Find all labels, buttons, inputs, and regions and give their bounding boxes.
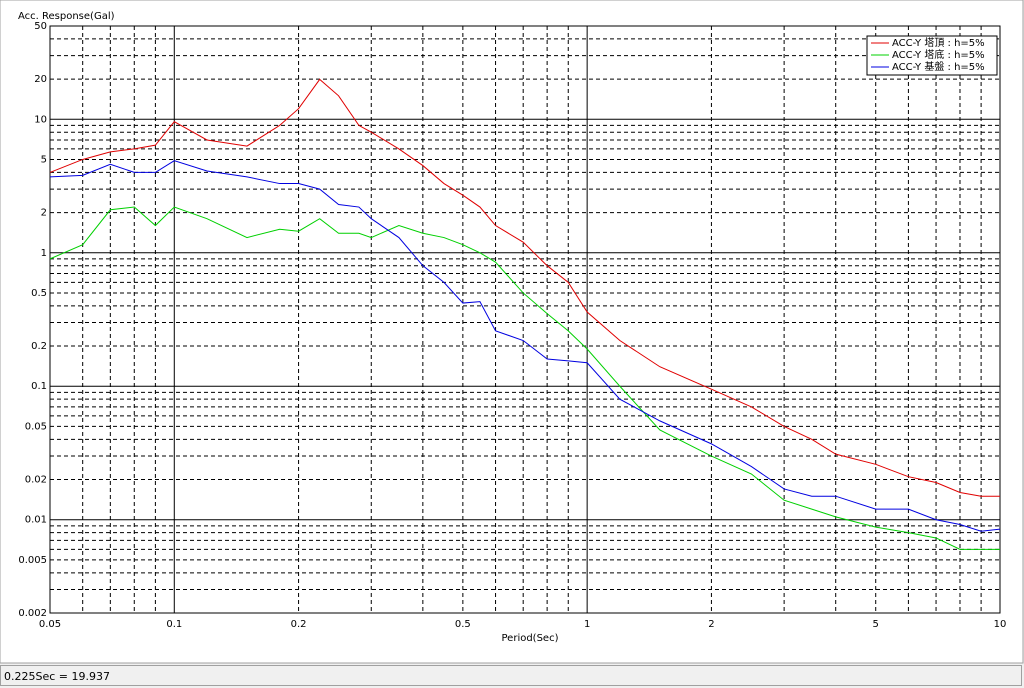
x-tick-label: 0.1 (166, 619, 182, 630)
y-tick-label: 0.002 (18, 608, 47, 619)
y-tick-label: 0.02 (25, 475, 47, 486)
y-tick-label: 0.2 (31, 341, 47, 352)
x-tick-label: 0.05 (39, 619, 61, 630)
y-tick-label: 10 (34, 114, 47, 125)
x-axis-label: Period(Sec) (502, 633, 559, 644)
x-tick-label: 0.2 (291, 619, 307, 630)
series-line (49, 206, 1000, 550)
legend-label: ACC-Y 基盤 : h=5% (892, 60, 985, 73)
y-tick-label: 0.01 (25, 515, 47, 526)
x-tick-label: 2 (708, 619, 714, 630)
chart: Acc. Response(Gal) Period(Sec) 0.05 0.1 0.… (0, 0, 1024, 664)
y-tick-label: 2 (41, 208, 47, 219)
y-tick-label: 0.05 (25, 421, 47, 432)
x-tick-label: 10 (994, 619, 1007, 630)
y-tick-label: 0.1 (31, 381, 47, 392)
chart-window (0, 0, 1024, 664)
x-tick-label: 0.5 (455, 619, 471, 630)
y-tick-label: 20 (34, 74, 47, 85)
y-tick-label: 0.5 (31, 288, 47, 299)
y-axis-label: Acc. Response(Gal) (18, 11, 115, 22)
series-line (49, 78, 1000, 497)
legend-label: ACC-Y 塔底 : h=5% (892, 48, 985, 61)
series-line (49, 160, 1001, 532)
y-tick-label: 1 (41, 248, 47, 259)
x-tick-label: 5 (873, 619, 879, 630)
plot-frame (49, 25, 1001, 614)
y-tick-label: 50 (34, 21, 47, 32)
status-bar: 0.225Sec = 19.937 (0, 665, 1022, 686)
x-tick-label: 1 (584, 619, 590, 630)
legend-label: ACC-Y 塔頂 : h=5% (892, 36, 985, 49)
y-tick-label: 5 (41, 154, 47, 165)
y-tick-label: 0.005 (18, 555, 47, 566)
